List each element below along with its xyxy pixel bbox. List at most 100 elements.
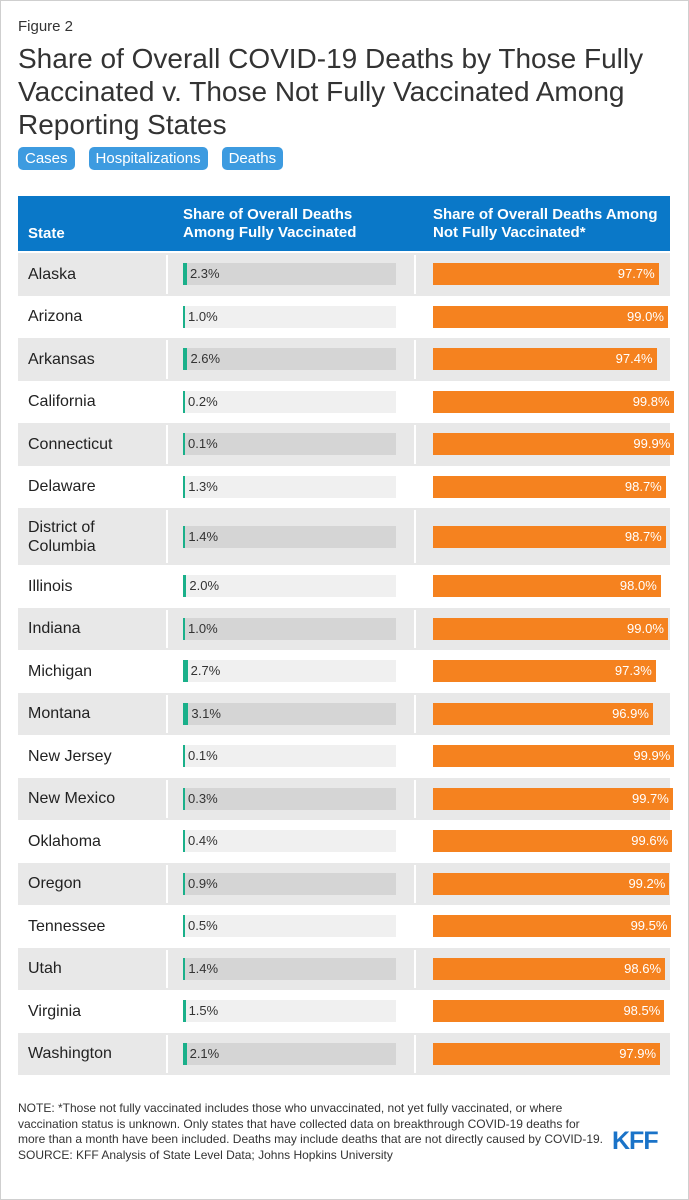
table-row: Arkansas 2.6% 97.4% [18, 338, 670, 381]
tab-hospitalizations[interactable]: Hospitalizations [88, 147, 208, 170]
not-vaccinated-value-label: 97.9% [619, 1045, 657, 1061]
table-row: Oregon 0.9% 99.2% [18, 862, 670, 905]
vaccinated-value-label: 0.2% [188, 393, 218, 409]
not-vaccinated-value-label: 97.3% [614, 663, 652, 679]
vaccinated-bar [183, 348, 188, 371]
column-separator [414, 510, 416, 563]
vaccinated-bar [183, 433, 185, 456]
state-label: Michigan [28, 662, 93, 680]
column-separator [166, 864, 168, 903]
table-row: Tennessee 0.5% 99.5% [18, 905, 672, 948]
column-separator [166, 694, 168, 733]
not-vaccinated-value-label: 98.7% [624, 478, 662, 494]
vaccinated-track: 1.0% [183, 305, 396, 328]
not-vaccinated-bar: 97.9% [433, 1042, 661, 1065]
vaccinated-track: 2.3% [183, 263, 396, 286]
not-vaccinated-value-label: 99.0% [627, 308, 664, 324]
vaccinated-bar [183, 575, 187, 598]
view-tabs: Cases Hospitalizations Deaths [18, 147, 284, 170]
vaccinated-track: 0.1% [183, 433, 396, 456]
not-vaccinated-bar: 98.6% [433, 957, 666, 980]
vaccinated-bar [183, 957, 186, 980]
column-separator [166, 467, 168, 506]
tab-cases[interactable]: Cases [18, 147, 75, 170]
header-not-vaccinated: Share of Overall Deaths Among Not Fully … [433, 206, 658, 241]
not-vaccinated-bar: 99.8% [433, 390, 674, 413]
table-row: Virginia 1.5% 98.5% [18, 990, 670, 1033]
vaccinated-bar [183, 390, 185, 413]
vaccinated-track: 2.7% [183, 660, 396, 683]
column-separator [166, 567, 168, 606]
state-label: Alaska [28, 265, 77, 283]
not-vaccinated-bar: 99.2% [433, 872, 670, 895]
figure-label: Figure 2 [18, 18, 74, 35]
vaccinated-track: 2.0% [183, 575, 396, 598]
note-text: NOTE: *Those not fully vaccinated includ… [18, 1101, 603, 1146]
vaccinated-value-label: 2.1% [189, 1045, 220, 1061]
not-vaccinated-bar: 98.0% [433, 575, 661, 598]
column-separator [414, 652, 416, 691]
column-separator [166, 907, 168, 946]
vaccinated-bar [183, 872, 185, 895]
column-separator [414, 737, 416, 776]
vaccinated-bar [183, 617, 185, 640]
vaccinated-value-label: 0.4% [188, 833, 218, 849]
vaccinated-value-label: 1.4% [188, 960, 219, 976]
state-label: Indiana [28, 620, 81, 638]
not-vaccinated-value-label: 98.5% [623, 1003, 661, 1019]
vaccinated-value-label: 2.6% [190, 351, 221, 367]
column-separator [166, 652, 168, 691]
state-label: Utah [28, 960, 62, 978]
table-row: Alaska 2.3% 97.7% [18, 253, 670, 296]
vaccinated-bar [183, 745, 185, 768]
not-vaccinated-bar: 96.9% [433, 702, 653, 725]
state-label: Oklahoma [28, 832, 101, 850]
column-separator [166, 255, 168, 294]
vaccinated-value-label: 1.0% [188, 308, 218, 324]
table-row: District of Columbia 1.4% 98.7% [18, 508, 670, 565]
not-vaccinated-bar: 98.5% [433, 1000, 665, 1023]
vaccinated-value-label: 2.3% [189, 266, 220, 282]
not-vaccinated-bar: 97.3% [433, 660, 656, 683]
table-row: Montana 3.1% 96.9% [18, 692, 670, 735]
not-vaccinated-value-label: 96.9% [612, 705, 649, 721]
not-vaccinated-value-label: 99.9% [633, 748, 671, 764]
column-separator [414, 467, 416, 506]
state-label: District of Columbia [28, 518, 96, 555]
vaccinated-bar [183, 263, 187, 286]
column-separator [166, 382, 168, 421]
table-row: Michigan 2.7% 97.3% [18, 650, 670, 693]
column-separator [414, 694, 416, 733]
column-separator [414, 255, 416, 294]
vaccinated-track: 0.2% [183, 390, 396, 413]
vaccinated-value-label: 1.0% [188, 620, 218, 636]
vaccinated-track: 2.6% [183, 348, 396, 371]
table-row: New Jersey 0.1% 99.9% [18, 735, 675, 778]
tab-deaths[interactable]: Deaths [221, 147, 284, 170]
column-separator [414, 779, 416, 818]
not-vaccinated-bar: 99.9% [433, 433, 675, 456]
column-separator [414, 949, 416, 988]
not-vaccinated-bar: 99.5% [433, 915, 672, 938]
state-label: California [28, 393, 96, 411]
vaccinated-bar [183, 525, 186, 548]
vaccinated-track: 1.0% [183, 617, 396, 640]
column-separator [414, 907, 416, 946]
header-vaccinated: Share of Overall Deaths Among Fully Vacc… [183, 206, 357, 241]
column-separator [166, 297, 168, 336]
table-row: California 0.2% 99.8% [18, 381, 674, 424]
state-label: Arizona [28, 308, 83, 326]
table-row: New Mexico 0.3% 99.7% [18, 777, 673, 820]
vaccinated-bar [183, 787, 185, 810]
not-vaccinated-bar: 99.0% [433, 305, 668, 328]
column-separator [414, 864, 416, 903]
vaccinated-bar [183, 1000, 186, 1023]
vaccinated-value-label: 1.4% [188, 528, 219, 544]
not-vaccinated-value-label: 99.8% [632, 393, 670, 409]
vaccinated-value-label: 0.5% [188, 918, 218, 934]
table-row: Oklahoma 0.4% 99.6% [18, 820, 673, 863]
not-vaccinated-bar: 98.7% [433, 475, 666, 498]
not-vaccinated-value-label: 99.0% [627, 620, 664, 636]
vaccinated-value-label: 0.1% [188, 436, 218, 452]
state-label: Virginia [28, 1002, 82, 1020]
